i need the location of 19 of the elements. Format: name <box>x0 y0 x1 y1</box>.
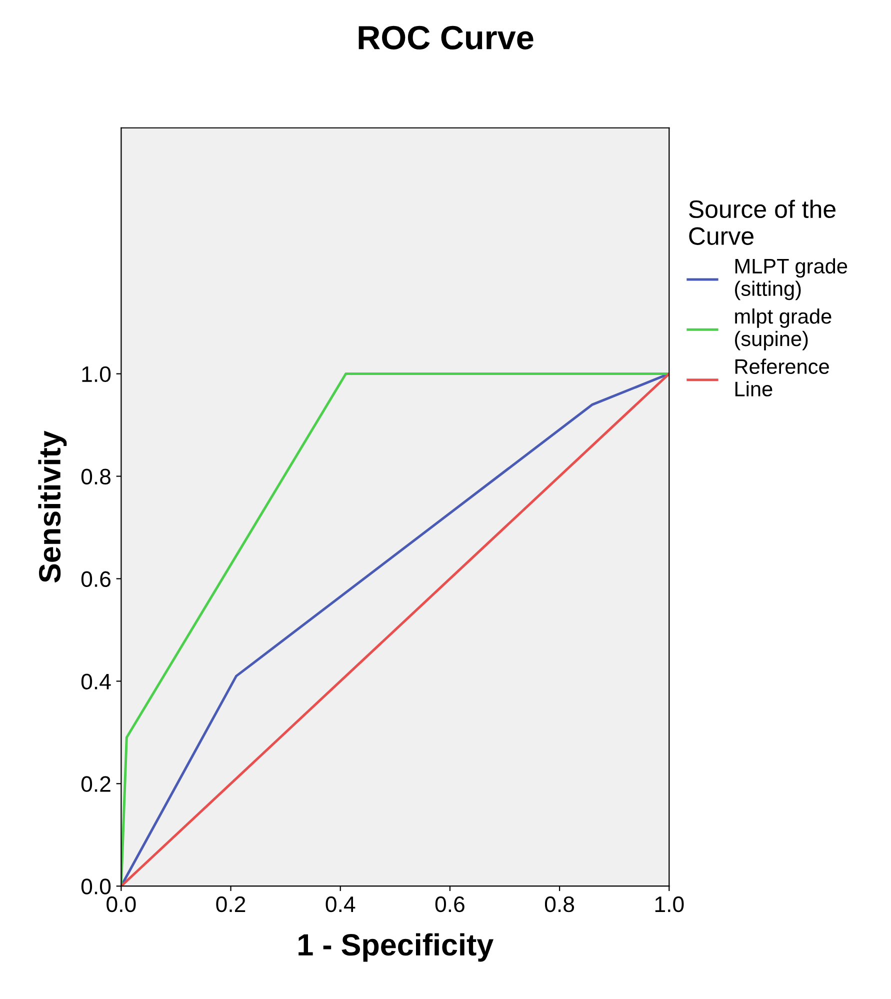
x-axis-title: 1 - Specificity <box>298 933 494 962</box>
y-tick-label: 0.8 <box>81 468 110 485</box>
legend-title: Source of the Curve <box>689 200 836 245</box>
y-axis-title: Sensitivity <box>38 430 67 583</box>
legend-label: MLPT grade (sitting) <box>735 258 848 300</box>
y-tick-label: 0.6 <box>81 571 110 587</box>
x-tick-label: 0.0 <box>106 896 136 912</box>
y-tick-label: 1.0 <box>82 366 111 382</box>
x-tick-label: 1.0 <box>655 896 684 912</box>
y-tick-label: 0.4 <box>81 674 111 690</box>
x-tick-label: 0.8 <box>544 896 574 912</box>
x-tick-label: 0.4 <box>326 896 356 912</box>
x-tick-label: 0.2 <box>216 896 246 912</box>
chart-title: ROC Curve <box>358 26 534 50</box>
legend-label: Reference Line <box>735 358 829 396</box>
y-tick-label: 0.2 <box>81 776 110 792</box>
legend-label: mlpt grade (supine) <box>735 308 832 350</box>
y-tick-label: 0.0 <box>81 878 111 894</box>
x-tick-label: 0.6 <box>435 896 464 912</box>
